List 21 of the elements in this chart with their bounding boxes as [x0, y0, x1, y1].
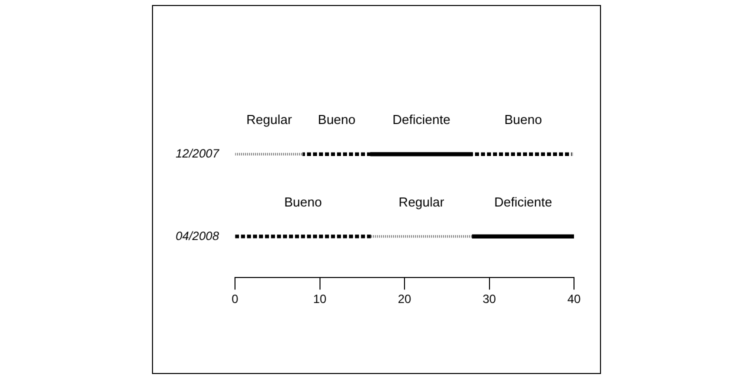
- bar: [235, 152, 304, 156]
- bar: [370, 235, 473, 238]
- series-label: Deficiente: [392, 112, 450, 128]
- series-label: Bueno: [318, 112, 356, 128]
- bar: [235, 234, 371, 238]
- text: Regular: [398, 194, 444, 210]
- series-label: Bueno: [504, 112, 542, 128]
- x-tick-label: 20: [398, 292, 412, 306]
- text: Deficiente: [494, 194, 552, 210]
- x-tick-label: 40: [567, 292, 581, 306]
- x-tick-label: 30: [482, 292, 496, 306]
- bar: [472, 234, 574, 239]
- y-tick-label: 04/2008: [176, 228, 220, 243]
- x-tick-label: 0: [232, 292, 239, 306]
- text: Bueno: [284, 194, 322, 210]
- bar: [472, 152, 574, 156]
- y-tick-label: 12/2007: [176, 146, 220, 160]
- x-tick-label: 10: [313, 292, 327, 306]
- bar: [302, 152, 371, 156]
- bar: [370, 152, 473, 156]
- series-label: Regular: [246, 112, 293, 128]
